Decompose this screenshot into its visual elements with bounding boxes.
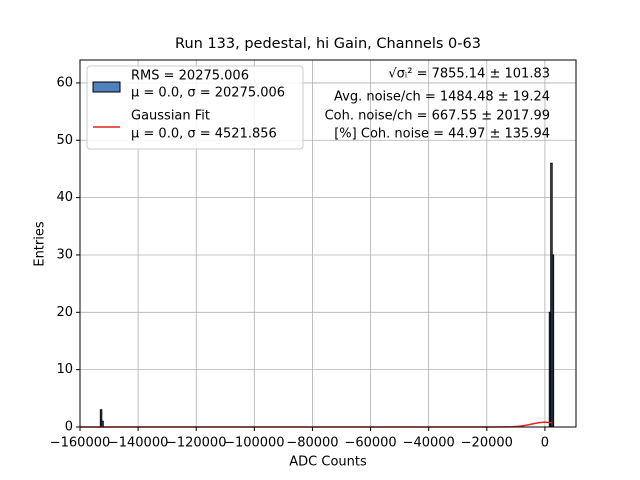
annotation: √σᵢ² = 7855.14 ± 101.83 — [388, 67, 550, 82]
y-tick-label: 20 — [56, 305, 73, 320]
grid — [79, 60, 576, 428]
x-tick-label: −40000 — [403, 436, 455, 451]
histogram-bar — [101, 420, 104, 428]
chart-title: Run 133, pedestal, hi Gain, Channels 0-6… — [175, 36, 481, 52]
fit-line — [80, 421, 553, 428]
x-tick-label: −100000 — [224, 436, 285, 451]
annotation: [%] Coh. noise = 44.97 ± 135.94 — [334, 127, 550, 142]
x-tick-label: −20000 — [461, 436, 513, 451]
x-tick-label: −60000 — [344, 436, 396, 451]
x-tick-label: −120000 — [166, 436, 227, 451]
y-tick-label: 40 — [56, 190, 73, 205]
plot-area — [80, 162, 555, 428]
y-tick-label: 30 — [56, 247, 73, 262]
annotation: Avg. noise/ch = 1484.48 ± 19.24 — [334, 90, 550, 105]
legend-label: Gaussian Fit — [131, 109, 210, 124]
x-tick-label: −160000 — [50, 436, 111, 451]
legend-label: μ = 0.0, σ = 4521.856 — [131, 127, 277, 142]
y-tick-label: 50 — [56, 133, 73, 148]
x-tick-label: −140000 — [108, 436, 169, 451]
histogram-bar — [551, 254, 555, 428]
legend-label: μ = 0.0, σ = 20275.006 — [131, 86, 285, 101]
y-tick-label: 10 — [56, 362, 73, 377]
x-tick-label: −80000 — [286, 436, 338, 451]
annotation: Coh. noise/ch = 667.55 ± 2017.99 — [325, 109, 550, 124]
y-tick-label: 60 — [56, 75, 73, 90]
y-tick-label: 0 — [65, 420, 73, 435]
x-tick-label: 0 — [541, 436, 549, 451]
legend-swatch — [92, 81, 121, 93]
y-axis-label: Entries — [33, 221, 48, 267]
x-axis-label: ADC Counts — [289, 455, 367, 470]
legend: RMS = 20275.006 μ = 0.0, σ = 20275.006 Gau… — [86, 65, 304, 150]
legend-box — [86, 65, 304, 150]
legend-label: RMS = 20275.006 — [131, 69, 249, 84]
axes-frame — [79, 59, 577, 428]
